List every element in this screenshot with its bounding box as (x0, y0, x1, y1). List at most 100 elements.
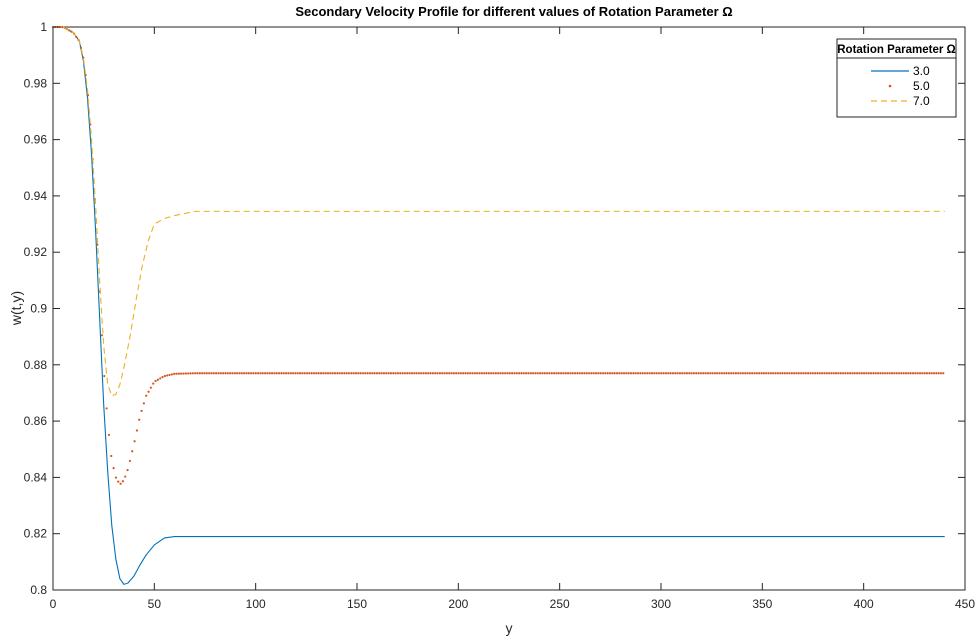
series-5.0-point (443, 372, 446, 375)
series-5.0-point (886, 372, 889, 375)
series-5.0-point (478, 372, 481, 375)
series-5.0-point (790, 372, 793, 375)
series-5.0-point (613, 372, 616, 375)
series-5.0-point (333, 372, 337, 375)
series-5.0-point (275, 372, 278, 375)
series-5.0-point (552, 372, 556, 375)
series-5.0-point (513, 372, 516, 375)
series-5.0-point (723, 372, 726, 375)
series-5.0-point (219, 372, 222, 375)
series-5.0-point (695, 372, 698, 375)
series-5.0-point (149, 386, 152, 389)
series-5.0-point (480, 372, 483, 375)
plot-area (52, 26, 966, 591)
series-5.0-point (925, 372, 929, 375)
series-5.0-point (525, 372, 528, 375)
series-5.0-point (678, 372, 682, 375)
series-5.0-point (641, 372, 644, 375)
series-5.0-point (797, 372, 800, 375)
series-5.0-point (611, 372, 614, 375)
series-5.0-point (860, 372, 863, 375)
series-5.0-point (217, 372, 220, 375)
series-5.0-point (536, 372, 539, 375)
series-5.0-point (732, 372, 735, 375)
series-5.0-point (459, 372, 462, 375)
series-5.0-point (697, 372, 700, 375)
series-5.0-point (848, 372, 852, 375)
series-5.0-point (883, 372, 887, 375)
series-5.0-point (215, 372, 218, 375)
series-5.0-point (75, 35, 78, 38)
series-5.0-point (559, 372, 563, 375)
y-tick-label: 0.84 (24, 470, 48, 484)
series-5.0-point (788, 372, 791, 375)
series-5.0-point (580, 372, 584, 375)
series-5.0-point (935, 372, 938, 375)
series-5.0-point (643, 372, 647, 375)
series-5.0-point (918, 372, 922, 375)
series-5.0-point (396, 372, 400, 375)
series-5.0-point (170, 373, 173, 376)
series-5.0-point (846, 372, 849, 375)
series-5.0-point (415, 372, 418, 375)
series-5.0-point (942, 372, 945, 375)
series-5.0-point (182, 372, 185, 375)
series-5.0-point (84, 73, 87, 77)
series-5.0-point (748, 372, 751, 375)
series-5.0-point (490, 372, 493, 375)
legend-entries: 3.05.07.0 (871, 64, 930, 108)
series-5.0-point (543, 372, 546, 375)
series-5.0-point (734, 372, 737, 375)
series-5.0-point (177, 372, 180, 375)
series-5.0-point (793, 372, 796, 375)
series-5.0-point (145, 394, 148, 397)
series-5.0-point (632, 372, 635, 375)
series-5.0-point (904, 372, 908, 375)
series-5.0-point (800, 372, 803, 375)
series-5.0-point (469, 372, 472, 375)
series-5.0-point (818, 372, 821, 375)
series-5.0-point (226, 372, 229, 375)
series-5.0-point (245, 372, 248, 375)
series-5.0-point (655, 372, 658, 375)
series-5.0-point (366, 372, 369, 375)
series-5.0-point (462, 372, 465, 375)
series-5.0-point (270, 372, 274, 375)
series-5.0-point (634, 372, 637, 375)
series-5.0-point (294, 372, 297, 375)
series-5.0-point (646, 372, 649, 375)
series-5.0-point (578, 372, 581, 375)
series-5.0-point (401, 372, 404, 375)
series-5.0-point (201, 372, 204, 375)
series-5.0-point (431, 372, 434, 375)
series-5.0-point (900, 372, 903, 375)
y-tick-label: 0.92 (24, 245, 48, 259)
x-axis: 0 50 100 150 200 250 300 350 400 450 (50, 27, 975, 611)
series-5.0-point (534, 372, 537, 375)
series-5.0-point (86, 94, 90, 97)
series-5.0-point (657, 372, 661, 375)
series-5.0-point (259, 372, 262, 375)
series-5.0-point (483, 372, 486, 375)
series-5.0-point (541, 372, 544, 375)
legend: Rotation Parameter Ω 3.05.07.0 (836, 38, 957, 118)
series-5.0-point (154, 379, 157, 383)
series-5.0-point (308, 372, 311, 375)
series-5.0-point (194, 372, 197, 375)
y-tick-label: 0.9 (30, 302, 47, 316)
series-5.0-point (814, 372, 817, 375)
series-5.0-point (114, 476, 118, 479)
series-5.0-point (287, 372, 290, 375)
series-5.0-point (737, 372, 740, 375)
series-5.0-point (494, 372, 497, 375)
series-5.0-point (664, 372, 668, 375)
series-5.0-point (888, 372, 891, 375)
series-5.0-point (816, 372, 819, 375)
series-5.0-point (394, 372, 397, 375)
series-5.0-point (240, 372, 243, 375)
x-tick-label: 300 (651, 597, 671, 611)
series-5.0-point (709, 372, 712, 375)
series-5.0-point (706, 372, 710, 375)
series-5.0-point (811, 372, 814, 375)
series-5.0-point (653, 372, 656, 375)
